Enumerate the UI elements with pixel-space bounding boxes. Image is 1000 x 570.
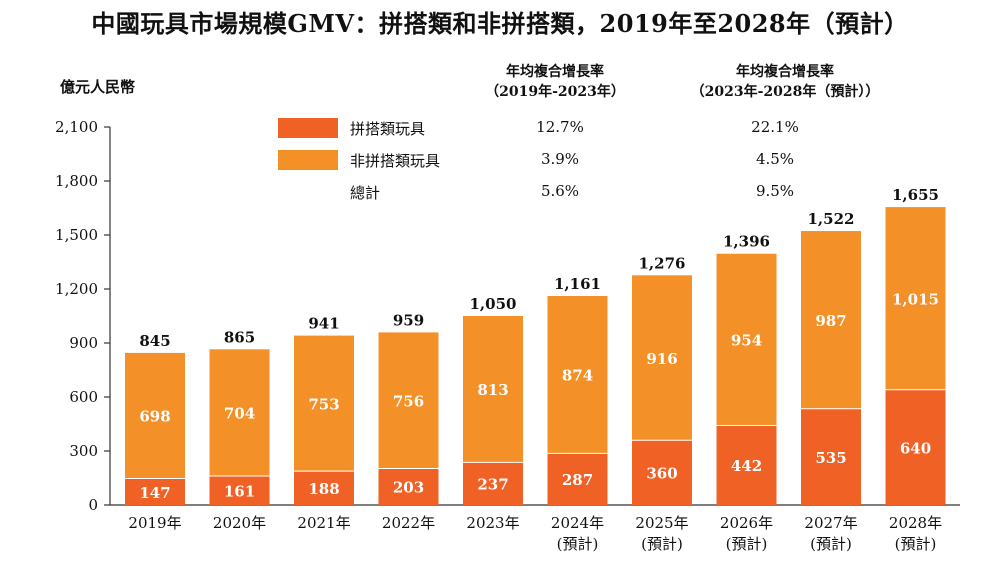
x-tick-label: 2021年 (297, 514, 350, 532)
data-label-construction: 640 (900, 439, 931, 457)
x-tick-label: 2020年 (213, 514, 266, 532)
data-label-total: 845 (139, 332, 170, 350)
cagr-header-2023-2028-line1: 年均複合增長率 (736, 64, 834, 80)
data-label-total: 865 (224, 328, 255, 346)
data-label-total: 1,522 (808, 210, 855, 228)
bar-segment-construction (125, 478, 185, 505)
chart-title: 中國玩具市場規模GMV：拼搭類和非拼搭類，2019年至2028年（預計） (91, 9, 909, 38)
y-tick-label: 1,200 (55, 280, 98, 298)
cagr-header-2019-2023-line2: （2019年-2023年） (485, 84, 625, 100)
x-tick-label: 2027年 (804, 514, 857, 532)
bar-segment-construction (547, 453, 608, 505)
data-label-non-construction: 753 (308, 395, 339, 413)
bar-segment-non-construction (547, 296, 608, 454)
cagr-total-2023-2028: 9.5% (755, 182, 795, 200)
x-tick-label-forecast: (預計) (726, 535, 768, 553)
cagr-non-construction-2023-2028: 4.5% (755, 150, 795, 168)
cagr-non-construction-2019-2023: 3.9% (540, 150, 580, 168)
data-label-non-construction: 954 (731, 332, 762, 350)
data-label-construction: 161 (224, 483, 255, 501)
data-label-total: 1,050 (470, 295, 517, 313)
y-axis-unit-label: 億元人民幣 (60, 78, 136, 96)
data-label-construction: 237 (477, 476, 508, 494)
bar-segment-non-construction (378, 332, 439, 469)
y-tick-label: 2,100 (55, 118, 98, 136)
y-tick-label: 900 (69, 334, 98, 352)
bar-segment-non-construction (463, 316, 523, 463)
data-label-construction: 287 (562, 471, 593, 489)
bar-segment-construction (632, 440, 692, 505)
cagr-header-2019-2023-line1: 年均複合增長率 (506, 64, 604, 80)
cagr-construction-2023-2028: 22.1% (751, 118, 799, 136)
data-label-non-construction: 698 (139, 408, 170, 426)
data-label-construction: 203 (393, 479, 424, 497)
legend-label-construction: 拼搭類玩具 (350, 120, 426, 138)
bar-segment-non-construction (209, 349, 270, 477)
y-tick-label: 1,800 (55, 172, 98, 190)
bar-segment-construction (378, 468, 439, 505)
x-tick-label: 2028年 (889, 514, 942, 532)
cagr-header-2023-2028-line2: （2023年-2028年（預計）） (690, 84, 880, 100)
x-tick-label: 2024年 (551, 514, 604, 532)
data-label-construction: 442 (731, 457, 762, 475)
data-label-construction: 147 (139, 484, 170, 502)
data-label-non-construction: 987 (815, 312, 846, 330)
data-label-non-construction: 874 (562, 367, 593, 385)
cagr-total-2019-2023: 5.6% (540, 182, 580, 200)
y-tick-label: 300 (69, 442, 98, 460)
x-tick-label-forecast: (預計) (641, 535, 683, 553)
x-tick-label: 2025年 (635, 514, 688, 532)
cagr-construction-2019-2023: 12.7% (536, 118, 584, 136)
data-label-total: 1,276 (639, 254, 686, 272)
bar-segment-construction (801, 408, 861, 505)
data-label-non-construction: 813 (477, 381, 508, 399)
data-label-non-construction: 756 (393, 392, 424, 410)
x-tick-label-forecast: (預計) (895, 535, 937, 553)
bar-segment-non-construction (294, 335, 354, 472)
data-label-total: 1,396 (723, 233, 770, 251)
x-tick-label-forecast: (預計) (557, 535, 599, 553)
x-tick-label: 2019年 (128, 514, 181, 532)
bar-segment-non-construction (801, 231, 861, 409)
legend-swatch-non-construction (278, 150, 338, 170)
x-tick-label: 2022年 (382, 514, 435, 532)
data-label-total: 959 (393, 311, 424, 329)
cagr-header-2023-2028: 年均複合增長率 （2023年-2028年（預計）） (670, 62, 900, 102)
data-label-total: 1,655 (892, 186, 939, 204)
data-label-construction: 360 (646, 465, 677, 483)
data-label-non-construction: 704 (224, 405, 255, 423)
cagr-header-2019-2023: 年均複合增長率 （2019年-2023年） (480, 62, 630, 102)
data-label-non-construction: 916 (646, 350, 677, 368)
y-tick-label: 1,500 (55, 226, 98, 244)
data-label-total: 1,161 (554, 275, 601, 293)
x-tick-label: 2026年 (720, 514, 773, 532)
bar-segment-non-construction (716, 253, 777, 426)
y-tick-label: 0 (88, 496, 98, 514)
bar-segment-non-construction (632, 275, 692, 441)
bar-segment-construction (294, 471, 354, 505)
data-label-total: 941 (308, 315, 339, 333)
legend-label-non-construction: 非拼搭類玩具 (350, 152, 441, 170)
legend-swatch-construction (278, 118, 338, 138)
bar-segment-construction (209, 476, 270, 505)
bar-segment-non-construction (125, 352, 185, 479)
x-tick-label: 2023年 (466, 514, 519, 532)
x-tick-label-forecast: (預計) (810, 535, 852, 553)
data-label-construction: 188 (308, 480, 339, 498)
bar-segment-construction (463, 462, 523, 505)
y-tick-label: 600 (69, 388, 98, 406)
bar-segment-construction (885, 389, 946, 505)
data-label-construction: 535 (815, 449, 846, 467)
bar-segment-non-construction (885, 207, 946, 390)
legend-label-total: 總計 (350, 184, 381, 202)
data-label-non-construction: 1,015 (892, 290, 939, 308)
bar-segment-construction (716, 425, 777, 505)
